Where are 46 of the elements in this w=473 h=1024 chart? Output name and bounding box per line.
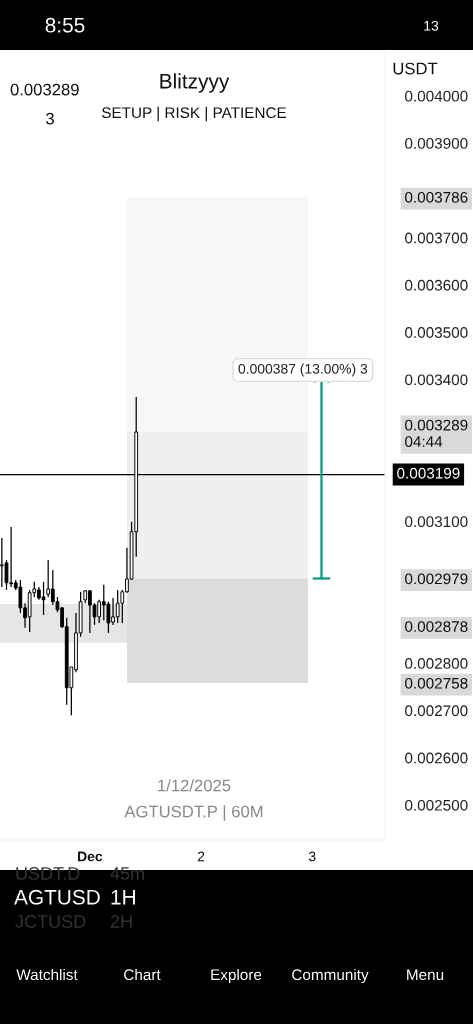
y-tick-label: 0.002800 — [405, 658, 468, 669]
candlestick — [46, 559, 51, 598]
candlestick — [101, 584, 106, 621]
text: Community — [292, 968, 369, 984]
y-tick-label: 0.002600 — [405, 752, 468, 764]
x-tick-label: 3 — [308, 851, 316, 862]
candlestick — [50, 569, 55, 606]
y-tick-label: 0.002700 — [405, 705, 468, 717]
text: USDT.D — [16, 867, 80, 880]
text: Explore — [211, 968, 262, 984]
text: Blitzyyy — [160, 73, 230, 93]
x-tick-label: Dec — [78, 851, 103, 862]
y-tick-label: 0.003786 — [405, 191, 468, 203]
y-tick-label: 0.003400 — [405, 374, 468, 386]
y-tick-label: 0.003289 04:44 — [405, 419, 468, 448]
text: 1H — [111, 890, 135, 905]
y-tick-label: 0.002758 — [405, 677, 468, 689]
y-tick-label: 0.002979 — [405, 573, 468, 585]
text: Chart — [124, 968, 161, 981]
candlestick — [115, 589, 120, 624]
text: 13 — [424, 20, 439, 31]
candlestick — [18, 579, 23, 614]
x-tick-label: 2 — [197, 851, 205, 862]
y-tick-label: 0.004000 — [405, 90, 468, 102]
y-tick-label: 0.003100 — [405, 516, 468, 528]
y-tick-label: 0.003900 — [405, 138, 468, 149]
y-tick-label: 0.003600 — [405, 279, 468, 291]
text: Menu — [407, 969, 444, 981]
annotation: AGTUSDT.P | 60M — [124, 805, 263, 821]
text: AGTUSD — [14, 889, 100, 905]
annotation: 0.000387 (13.00%) 3 — [238, 363, 368, 377]
candlestick — [106, 601, 111, 634]
y-tick-label: 0.002500 — [405, 799, 468, 811]
text: USDT — [393, 62, 438, 75]
text: SETUP | RISK | PATIENCE — [102, 106, 287, 122]
annotation: 0.003289 — [10, 83, 79, 96]
text: 45m — [110, 867, 144, 880]
y-tick-label: 0.002878 — [405, 621, 468, 632]
text: Watchlist — [16, 968, 78, 981]
text: 8:55 — [45, 17, 85, 33]
ref-line-label: 0.003199 — [397, 467, 460, 479]
y-tick-label: 0.003500 — [405, 327, 468, 338]
candlestick — [41, 581, 46, 616]
annotation: 3 — [46, 112, 54, 125]
y-tick-label: 0.003700 — [405, 232, 468, 244]
annotation: 1/12/2025 — [158, 779, 231, 792]
